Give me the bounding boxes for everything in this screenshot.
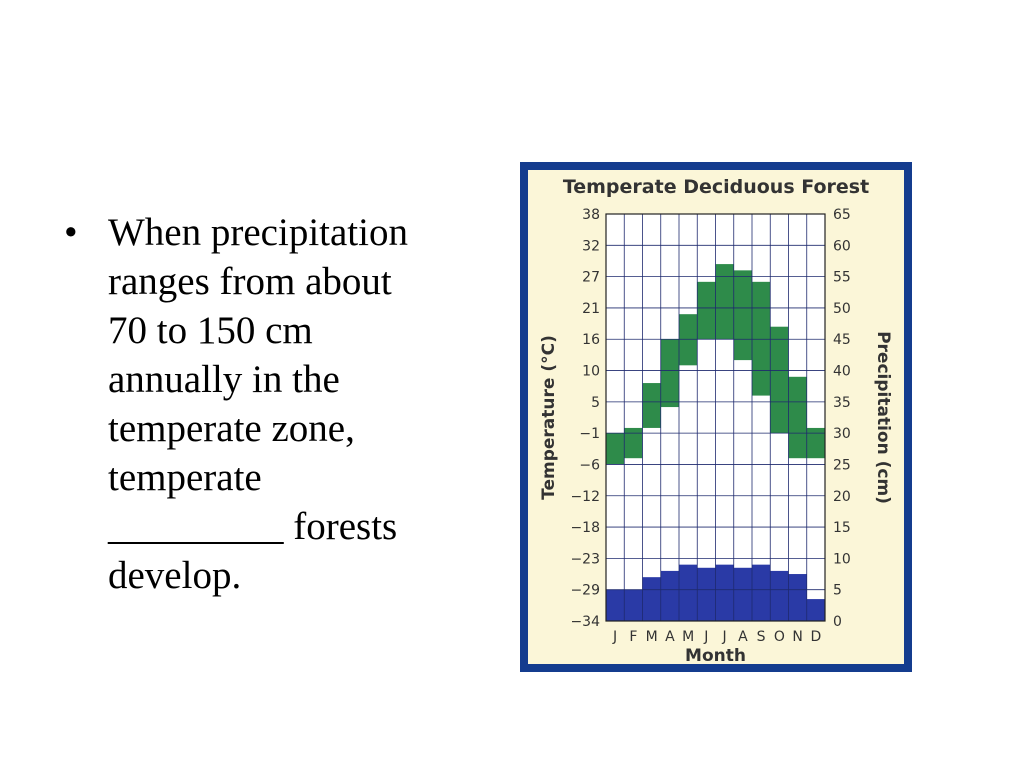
bullet-text-block: • When precipitation ranges from about 7… xyxy=(64,208,484,600)
temperature-bar xyxy=(642,383,661,428)
month-tick-label: M xyxy=(682,629,694,645)
bullet-line: temperate xyxy=(108,456,262,499)
month-tick-label: J xyxy=(722,629,727,645)
temperature-tick-label: −12 xyxy=(570,489,600,505)
plot-border xyxy=(605,213,826,622)
temperature-tick-label: 16 xyxy=(582,332,600,348)
temperature-bar xyxy=(770,326,789,434)
climate-chart: Temperate Deciduous Forest 38 32 27 21 16 10 5 −… xyxy=(528,170,904,666)
y-axis-label-left: Temperature (°C) xyxy=(539,335,559,500)
temperature-bar xyxy=(624,427,643,459)
temperature-tick-label: 38 xyxy=(582,207,600,223)
month-tick-label: O xyxy=(774,629,785,645)
precipitation-bar xyxy=(770,570,789,621)
temperature-tick-label: −29 xyxy=(570,583,600,599)
temperature-tick-label: −18 xyxy=(570,520,600,536)
precipitation-bar xyxy=(733,567,752,621)
precipitation-bar xyxy=(606,589,625,621)
bullet-line: _________ forests xyxy=(108,505,398,548)
precipitation-tick-label: 10 xyxy=(833,551,851,567)
temperature-bar xyxy=(752,281,771,396)
temperature-bar xyxy=(679,314,698,366)
precipitation-tick-label: 5 xyxy=(833,583,842,599)
month-tick-label: D xyxy=(810,629,821,645)
temperature-tick-label: −6 xyxy=(579,457,600,473)
temperature-bar xyxy=(697,281,716,340)
bullet-line: develop. xyxy=(108,554,242,597)
month-tick-label: A xyxy=(738,629,748,645)
temperature-bar xyxy=(606,433,625,465)
temperature-tick-label: −1 xyxy=(579,426,600,442)
temperature-tick-label: 10 xyxy=(582,364,600,380)
precipitation-tick-label: 30 xyxy=(833,426,851,442)
precipitation-bar xyxy=(679,564,698,621)
precipitation-bar xyxy=(624,589,643,621)
precipitation-tick-label: 45 xyxy=(833,332,851,348)
temperature-tick-label: 5 xyxy=(591,395,600,411)
month-tick-label: F xyxy=(629,629,637,645)
temperature-tick-label: −23 xyxy=(570,551,600,567)
precipitation-tick-label: 55 xyxy=(833,270,851,286)
bullet-line: annually in the xyxy=(108,358,340,401)
month-tick-label: A xyxy=(665,629,675,645)
precipitation-tick-label: 40 xyxy=(833,364,851,380)
month-tick-label: J xyxy=(703,629,708,645)
chart-title: Temperate Deciduous Forest xyxy=(563,176,869,198)
temperature-tick-label: 32 xyxy=(582,238,600,254)
precipitation-tick-label: 0 xyxy=(833,614,842,630)
bullet-line: temperate zone, xyxy=(108,407,355,450)
precipitation-bar xyxy=(697,567,716,621)
temperature-bar xyxy=(806,427,825,459)
temperature-bar xyxy=(715,264,734,340)
precipitation-bar xyxy=(715,564,734,621)
precipitation-bar xyxy=(752,564,771,621)
bullet-line: ranges from about xyxy=(108,260,392,303)
climate-chart-frame: Temperate Deciduous Forest 38 32 27 21 16 10 5 −… xyxy=(520,162,912,672)
temperature-tick-label: 27 xyxy=(582,270,600,286)
precipitation-tick-label: 15 xyxy=(833,520,851,536)
temperature-tick-label: 21 xyxy=(582,301,600,317)
bullet-line: When precipitation xyxy=(108,211,408,254)
precipitation-tick-label: 65 xyxy=(833,207,851,223)
precipitation-bar xyxy=(660,570,679,621)
bullet-line: 70 to 150 cm xyxy=(108,309,313,352)
bullet-body: When precipitation ranges from about 70 … xyxy=(108,208,484,600)
temperature-bar xyxy=(788,376,807,459)
precipitation-bar xyxy=(806,599,825,621)
month-tick-label: S xyxy=(757,629,766,645)
x-axis-label: Month xyxy=(685,646,746,666)
y-axis-label-right: Precipitation (cm) xyxy=(873,331,893,504)
precipitation-tick-label: 50 xyxy=(833,301,851,317)
temperature-tick-label: −34 xyxy=(570,614,600,630)
month-tick-label: J xyxy=(612,629,617,645)
month-tick-label: N xyxy=(792,629,802,645)
precipitation-tick-label: 35 xyxy=(833,395,851,411)
precipitation-tick-label: 60 xyxy=(833,238,851,254)
temperature-bar xyxy=(733,270,752,361)
bullet-item: • When precipitation ranges from about 7… xyxy=(64,208,484,600)
bullet-marker: • xyxy=(64,211,78,254)
precipitation-tick-label: 20 xyxy=(833,489,851,505)
precipitation-tick-label: 25 xyxy=(833,457,851,473)
precipitation-bar xyxy=(642,577,661,621)
temperature-bar xyxy=(660,339,679,408)
month-tick-label: M xyxy=(646,629,658,645)
precipitation-bar xyxy=(788,574,807,621)
